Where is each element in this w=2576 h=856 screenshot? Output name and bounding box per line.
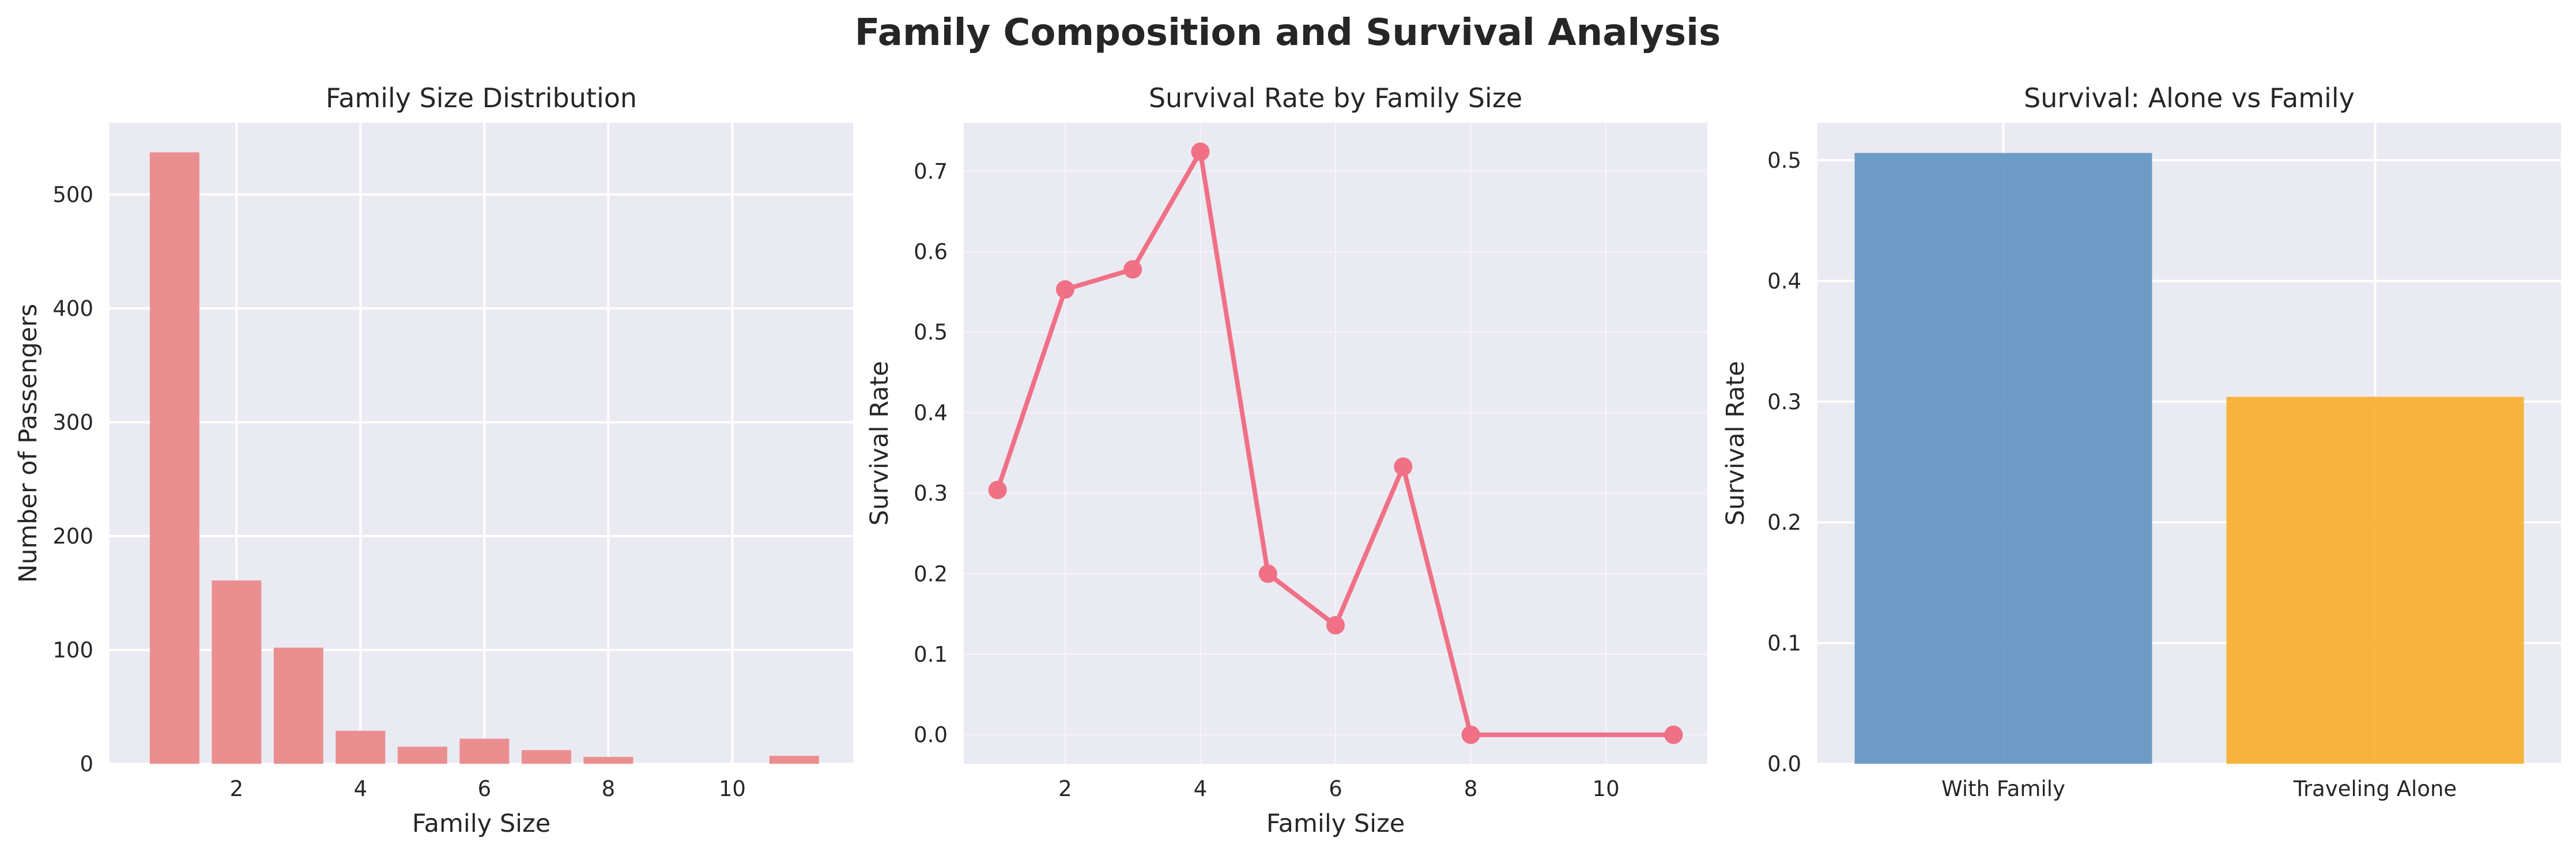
y-axis-label: Survival Rate xyxy=(1721,361,1750,526)
bar-family-size-3 xyxy=(273,647,323,764)
bar-family-size-8 xyxy=(583,757,633,764)
figure-title: Family Composition and Survival Analysis xyxy=(855,12,1721,54)
x-axis-label: Family Size xyxy=(1266,809,1405,838)
point-family-size-3 xyxy=(1123,260,1142,279)
y-tick-label: 200 xyxy=(52,524,93,549)
bar-traveling-alone xyxy=(2226,397,2524,764)
x-tick-label: 2 xyxy=(230,776,244,801)
y-tick-label: 0.1 xyxy=(1767,631,1801,656)
x-tick-label: 8 xyxy=(1464,776,1478,801)
point-family-size-4 xyxy=(1191,142,1210,161)
x-tick-label: 4 xyxy=(354,776,368,801)
bar-family-size-2 xyxy=(212,580,262,764)
y-axis-label: Survival Rate xyxy=(865,361,894,526)
y-tick-label: 0.4 xyxy=(1767,269,1801,293)
y-tick-label: 400 xyxy=(52,296,93,321)
x-tick-label: 8 xyxy=(602,776,616,801)
y-tick-label: 300 xyxy=(52,410,93,435)
family-size-distribution-panel: Family Size Distribution Family Size Num… xyxy=(14,82,853,838)
panel-title: Survival: Alone vs Family xyxy=(2024,82,2355,114)
x-tick-label: 2 xyxy=(1058,776,1072,801)
point-family-size-11 xyxy=(1664,725,1683,744)
bar-family-size-6 xyxy=(459,738,510,764)
bar-family-size-11 xyxy=(769,756,819,764)
x-tick-label: 4 xyxy=(1194,776,1208,801)
y-tick-label: 0.5 xyxy=(1767,148,1801,173)
point-family-size-5 xyxy=(1258,564,1277,583)
y-tick-label: 0.0 xyxy=(914,723,948,748)
x-tick-label: 6 xyxy=(1329,776,1342,801)
y-tick-label: 0.7 xyxy=(914,159,948,184)
y-tick-label: 0 xyxy=(80,752,93,776)
bar-family-size-7 xyxy=(521,750,571,764)
survival-alone-vs-family-panel: Survival: Alone vs Family Survival Rate … xyxy=(1721,82,2561,801)
panel-title: Family Size Distribution xyxy=(326,82,637,114)
point-family-size-7 xyxy=(1394,457,1413,476)
y-tick-label: 0.6 xyxy=(914,240,948,265)
y-tick-label: 0.3 xyxy=(1767,390,1801,414)
y-tick-label: 0.2 xyxy=(914,561,948,586)
survival-rate-by-family-size-panel: Survival Rate by Family Size Family Size… xyxy=(865,82,1707,838)
y-tick-label: 0.4 xyxy=(914,401,948,425)
bar-family-size-1 xyxy=(149,152,199,764)
y-tick-label: 0.0 xyxy=(1767,752,1801,776)
point-family-size-2 xyxy=(1055,280,1074,299)
x-tick-label: With Family xyxy=(1941,776,2065,801)
y-tick-label: 0.1 xyxy=(914,642,948,667)
y-tick-label: 100 xyxy=(52,638,93,662)
y-tick-label: 500 xyxy=(52,182,93,207)
x-tick-label: Traveling Alone xyxy=(2293,776,2457,801)
x-tick-label: 10 xyxy=(1593,776,1620,801)
bar-family-size-4 xyxy=(335,730,386,764)
y-tick-label: 0.3 xyxy=(914,481,948,506)
x-tick-label: 10 xyxy=(719,776,746,801)
x-axis-label: Family Size xyxy=(412,809,550,838)
y-tick-label: 0.2 xyxy=(1767,510,1801,535)
x-tick-label: 6 xyxy=(478,776,492,801)
panel-title: Survival Rate by Family Size xyxy=(1149,82,1522,114)
y-tick-label: 0.5 xyxy=(914,320,948,345)
point-family-size-1 xyxy=(988,481,1007,500)
point-family-size-6 xyxy=(1326,616,1345,635)
bar-with-family xyxy=(1854,153,2152,764)
y-axis-label: Number of Passengers xyxy=(14,304,43,583)
point-family-size-8 xyxy=(1461,725,1480,744)
bar-family-size-5 xyxy=(397,746,447,764)
